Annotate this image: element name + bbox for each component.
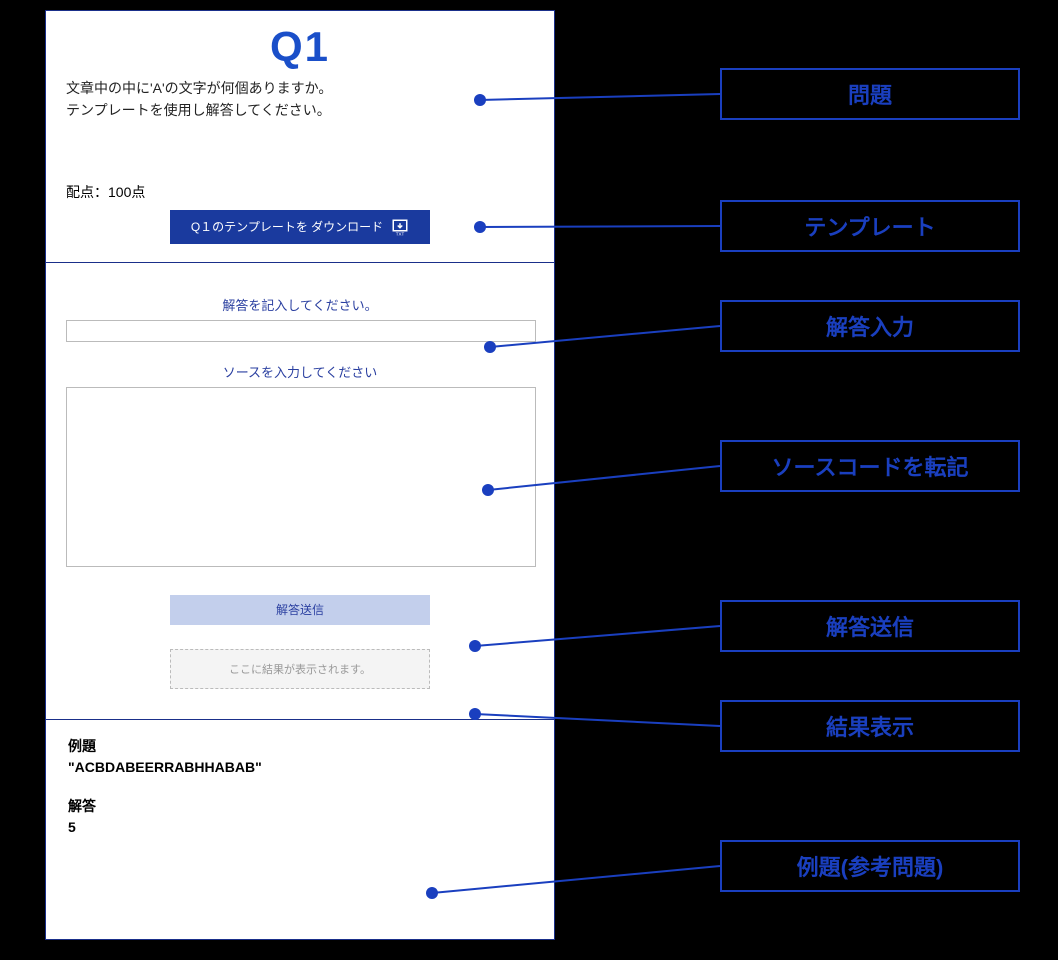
annotation-label: 例題(参考問題) <box>720 840 1020 892</box>
example-sample: "ACBDABEERRABHHABAB" <box>68 757 532 778</box>
question-description: 文章中の中に'A'の文字が何個ありますか。 テンプレートを使用し解答してください… <box>66 77 534 122</box>
annotation-label: 結果表示 <box>720 700 1020 752</box>
svg-text:TXT: TXT <box>396 231 405 236</box>
score-label: 配点：100点 <box>66 182 534 202</box>
annotation-label: 解答送信 <box>720 600 1020 652</box>
download-label: Q１のテンプレートを ダウンロード <box>191 218 383 235</box>
source-input-label: ソースを入力してください <box>66 362 534 381</box>
answer-input-label: 解答を記入してください。 <box>66 295 534 314</box>
example-section: 例題 "ACBDABEERRABHHABAB" 解答 5 <box>46 720 554 872</box>
annotation-label: テンプレート <box>720 200 1020 252</box>
download-txt-icon: TXT <box>391 218 409 236</box>
question-title: Q1 <box>66 23 534 71</box>
submit-button[interactable]: 解答送信 <box>170 595 430 625</box>
input-section: 解答を記入してください。 ソースを入力してください 解答送信 ここに結果が表示さ… <box>46 263 554 720</box>
annotation-label: ソースコードを転記 <box>720 440 1020 492</box>
annotation-label: 問題 <box>720 68 1020 120</box>
download-template-button[interactable]: Q１のテンプレートを ダウンロード TXT <box>170 210 430 244</box>
example-answer: 5 <box>68 817 532 838</box>
example-heading: 例題 <box>68 736 532 757</box>
annotation-label: 解答入力 <box>720 300 1020 352</box>
answer-input[interactable] <box>66 320 536 342</box>
annotation-labels: 問題テンプレート解答入力ソースコードを転記解答送信結果表示例題(参考問題) <box>610 0 1040 960</box>
source-input[interactable] <box>66 387 536 567</box>
question-section: Q1 文章中の中に'A'の文字が何個ありますか。 テンプレートを使用し解答してく… <box>46 11 554 263</box>
result-display: ここに結果が表示されます。 <box>170 649 430 689</box>
question-panel: Q1 文章中の中に'A'の文字が何個ありますか。 テンプレートを使用し解答してく… <box>45 10 555 940</box>
example-answer-heading: 解答 <box>68 796 532 817</box>
